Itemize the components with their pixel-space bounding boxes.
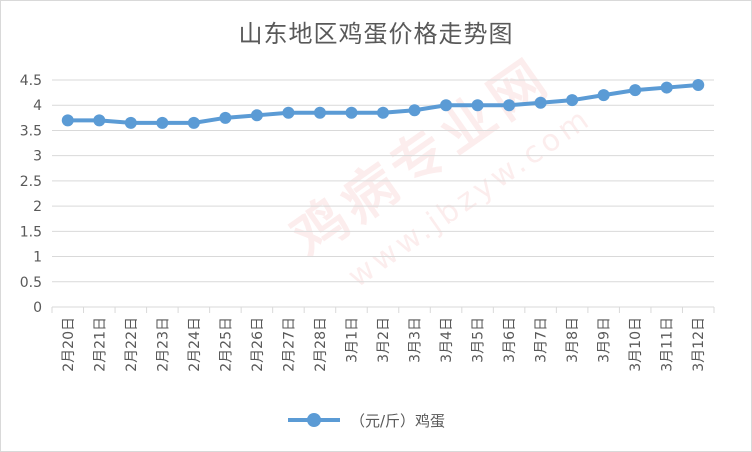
- y-tick-label: 0: [33, 300, 42, 316]
- y-tick-label: 3.5: [20, 123, 42, 139]
- data-point: [187, 116, 200, 129]
- x-tick-label: 2月24日: [187, 317, 203, 372]
- data-point: [156, 116, 169, 129]
- chart-title: 山东地区鸡蛋价格走势图: [238, 20, 514, 48]
- data-point: [692, 79, 705, 92]
- data-point: [408, 104, 421, 117]
- data-point: [345, 106, 358, 119]
- x-tick-label: 3月9日: [597, 317, 613, 363]
- x-tick-label: 2月28日: [313, 317, 329, 372]
- data-point: [377, 106, 389, 119]
- x-tick-label: 2月22日: [124, 317, 140, 372]
- x-tick-label: 3月3日: [408, 317, 424, 363]
- x-tick-label: 3月8日: [565, 317, 581, 363]
- data-point: [471, 99, 484, 112]
- data-point: [93, 114, 106, 127]
- data-point: [566, 94, 579, 107]
- data-point: [660, 81, 673, 94]
- data-point: [503, 99, 516, 112]
- x-tick-label: 3月7日: [534, 317, 550, 363]
- data-point: [597, 89, 610, 102]
- legend-label: （元/斤）鸡蛋: [350, 411, 446, 430]
- x-tick-label: 3月10日: [628, 317, 644, 372]
- data-point: [124, 116, 137, 129]
- x-tick-label: 2月20日: [61, 317, 77, 372]
- y-tick-label: 3: [33, 149, 42, 165]
- x-tick-label: 2月21日: [92, 317, 108, 372]
- x-tick-label: 3月2日: [376, 317, 392, 363]
- data-point: [313, 106, 326, 119]
- y-tick-label: 2.5: [20, 174, 42, 190]
- x-tick-label: 3月6日: [502, 317, 518, 363]
- y-tick-label: 0.5: [20, 275, 42, 291]
- y-tick-label: 4: [33, 98, 42, 114]
- x-tick-label: 3月11日: [660, 317, 676, 372]
- y-tick-label: 1.5: [20, 224, 42, 240]
- y-tick-label: 1: [33, 250, 42, 266]
- y-tick-label: 4.5: [20, 73, 42, 89]
- data-point: [629, 84, 642, 97]
- x-tick-label: 3月5日: [471, 317, 487, 363]
- legend: （元/斤）鸡蛋: [288, 408, 445, 432]
- x-tick-label: 3月1日: [344, 317, 360, 363]
- data-point: [534, 96, 547, 109]
- x-tick-label: 3月12日: [691, 317, 707, 372]
- data-point: [61, 114, 74, 127]
- x-tick-label: 2月23日: [155, 317, 171, 372]
- y-tick-label: 2: [33, 199, 42, 215]
- x-tick-label: 2月27日: [281, 317, 297, 372]
- data-point: [219, 111, 232, 124]
- x-tick-label: 3月4日: [439, 317, 455, 363]
- data-point: [282, 106, 295, 119]
- legend-swatch: [288, 413, 340, 427]
- x-tick-label: 2月25日: [218, 317, 234, 372]
- x-tick-label: 2月26日: [250, 317, 266, 372]
- data-point: [440, 99, 453, 112]
- data-point: [250, 109, 263, 122]
